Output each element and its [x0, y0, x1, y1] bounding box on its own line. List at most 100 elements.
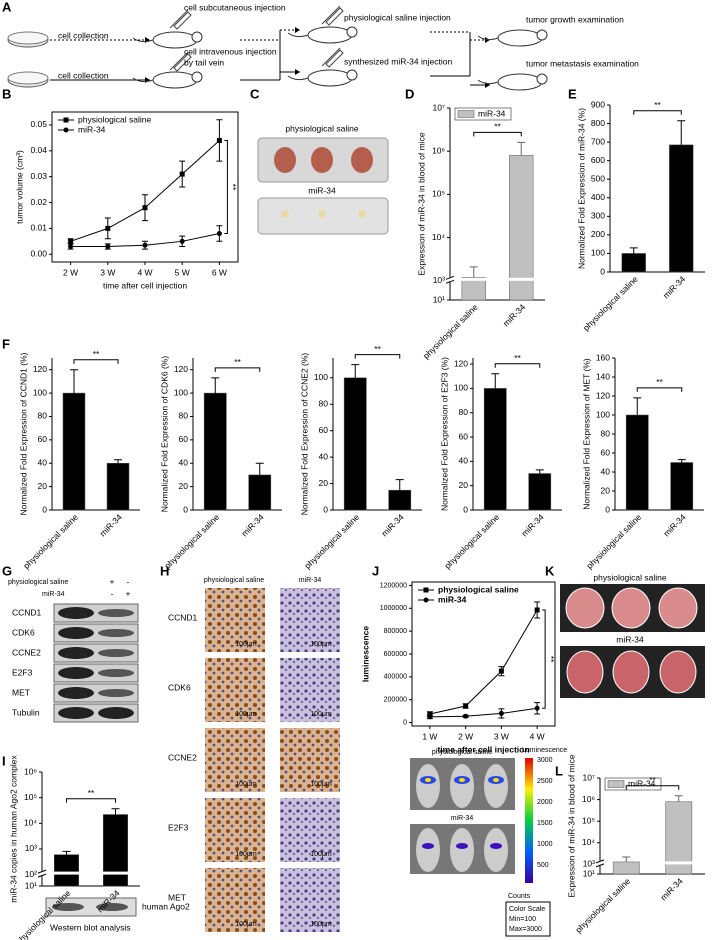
y-tick-label: 100 — [33, 387, 47, 397]
x-tick-label: 3 W — [494, 731, 509, 741]
blot-band — [58, 627, 94, 639]
label: 100μm — [235, 921, 257, 928]
label: Max=3000 — [509, 926, 542, 933]
ihc-image — [205, 728, 265, 792]
arrow-head — [295, 27, 300, 33]
tumor — [274, 147, 296, 173]
ihc-image — [205, 588, 265, 652]
signal — [490, 843, 502, 849]
ihc-image — [205, 868, 265, 932]
colorbar — [525, 758, 533, 883]
y-axis-label: Expression of miR-34 in blood of mice — [416, 132, 426, 275]
error-bar — [211, 377, 220, 394]
mouse-image — [416, 764, 440, 808]
label: miR-34 — [308, 185, 336, 195]
significance-bracket — [473, 131, 522, 137]
y-tick-label: 600000 — [384, 651, 407, 658]
y-axis-label: Normalized Fold Expression of miR-34 (%) — [576, 108, 586, 269]
y-tick-label: 10³ — [583, 859, 595, 869]
axis-break — [595, 859, 605, 868]
y-tick-label: 0.03 — [30, 171, 47, 181]
y-tick-label: 100 — [591, 248, 605, 258]
bar — [669, 144, 694, 273]
series-line — [70, 140, 220, 242]
y-tick-label: 10⁶ — [432, 145, 445, 155]
blot-band — [98, 689, 134, 697]
label: 2500 — [537, 778, 553, 785]
lung — [658, 587, 698, 629]
y-tick-label: 100 — [596, 409, 610, 419]
panel-letter: L — [555, 763, 563, 778]
label: tumor growth examination — [526, 14, 624, 24]
y-tick-label: 10⁵ — [24, 792, 37, 802]
x-tick-label: physiological saline — [584, 512, 643, 571]
significance-bracket — [494, 363, 541, 368]
signal — [456, 843, 468, 849]
legend-label: physiological saline — [78, 114, 152, 124]
y-tick-label: 10¹ — [583, 868, 595, 878]
y-tick-label: 10¹ — [25, 880, 37, 890]
legend-label: miR-34 — [438, 594, 467, 604]
x-tick-label: miR-34 — [239, 512, 266, 539]
mouse-head — [191, 71, 203, 83]
bar — [670, 462, 694, 511]
label: cell collection — [58, 70, 109, 80]
mouse-tail — [477, 35, 499, 41]
significance-bracket — [542, 609, 546, 709]
label: Luminescence — [522, 747, 567, 754]
error-bar — [395, 479, 404, 491]
ihc-image — [280, 658, 340, 722]
x-tick-label: physiological saline — [581, 274, 640, 333]
significance-bracket — [625, 785, 680, 790]
x-tick-label: 1 W — [422, 731, 437, 741]
signal-core — [493, 778, 499, 782]
lung — [565, 587, 605, 629]
mouse-head — [346, 26, 358, 38]
axis-break-gap — [39, 871, 45, 876]
label: E2F3 — [168, 822, 189, 832]
x-tick-label: 3 W — [100, 267, 115, 277]
panel-letter: G — [2, 563, 12, 578]
mouse-image — [450, 764, 474, 808]
syringe — [321, 5, 344, 26]
label: + — [126, 588, 131, 598]
point — [105, 243, 111, 249]
mouse-body — [497, 29, 543, 47]
x-tick-label: miR-34 — [501, 302, 528, 329]
y-tick-label: 1000000 — [380, 605, 407, 612]
legend-label: physiological saline — [438, 584, 519, 594]
significance: ** — [228, 184, 238, 191]
blot-band — [58, 687, 94, 699]
label: Color Scale — [509, 906, 545, 913]
significance-bracket — [636, 387, 683, 392]
y-tick-label: 120 — [174, 364, 188, 374]
x-tick-label: physiological saline — [302, 512, 361, 571]
mouse-body — [307, 26, 353, 44]
axis-break-gap — [597, 860, 603, 865]
significance: ** — [656, 377, 663, 387]
significance: ** — [654, 100, 661, 110]
lung — [659, 650, 697, 694]
panel-letter: C — [250, 86, 260, 101]
blot-band — [58, 647, 94, 659]
y-tick-label: 10⁵ — [582, 815, 595, 825]
label: Tubulin — [12, 707, 40, 717]
error-bar — [111, 808, 120, 815]
panel-letter: K — [545, 563, 555, 578]
mouse-tail — [132, 37, 154, 43]
label: synthesized miR-34 injection — [344, 56, 452, 66]
blot-band — [58, 707, 94, 719]
y-tick-label: 40 — [319, 451, 329, 461]
y-axis-label: Normalized Fold Expression of CCND1 (%) — [18, 352, 28, 515]
bar — [612, 861, 640, 875]
label: 100μm — [310, 851, 332, 858]
y-tick-label: 20 — [459, 480, 469, 490]
y-tick-label: 0.01 — [30, 223, 47, 233]
y-tick-label: 120 — [454, 358, 468, 368]
legend-swatch — [607, 780, 625, 788]
tumor — [318, 210, 326, 218]
panel-letter: H — [160, 563, 169, 578]
mouse-tail — [477, 79, 499, 85]
bar — [343, 377, 367, 511]
error-bar — [70, 369, 78, 394]
